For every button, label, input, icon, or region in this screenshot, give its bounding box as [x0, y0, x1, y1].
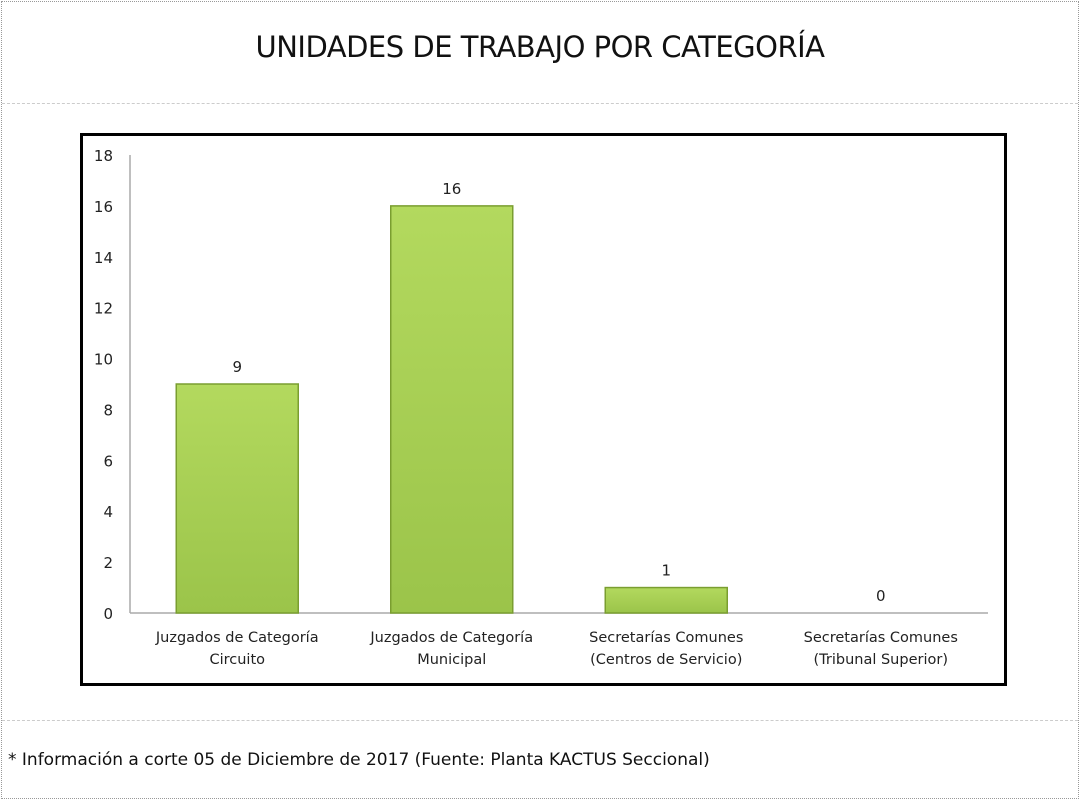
bar — [175, 383, 299, 614]
y-tick-label: 6 — [103, 452, 113, 470]
footnote: * Información a corte 05 de Diciembre de… — [8, 750, 710, 770]
divider — [2, 103, 1078, 104]
x-tick-label: Secretarías Comunes — [589, 630, 743, 646]
y-tick-label: 4 — [103, 503, 113, 521]
x-tick-label: Juzgados de Categoría — [369, 630, 533, 646]
chart-container: 0 2 4 6 8 10 12 14 16 18 9 Juzgados de Categoría Cir… — [80, 133, 1007, 686]
y-tick-label: 2 — [103, 554, 113, 572]
bar — [390, 205, 514, 614]
data-label: 0 — [876, 587, 886, 605]
y-tick-label: 10 — [94, 351, 113, 369]
page-title: UNIDADES DE TRABAJO POR CATEGORÍA — [255, 30, 825, 64]
data-label: 1 — [661, 562, 671, 580]
x-tick-label: (Centros de Servicio) — [590, 652, 742, 668]
x-tick-label: Juzgados de Categoría — [155, 630, 319, 646]
y-tick-label: 12 — [94, 300, 113, 318]
data-label: 9 — [232, 358, 242, 376]
x-tick-label: Circuito — [209, 652, 265, 668]
x-tick-label: Municipal — [417, 652, 486, 668]
y-tick-label: 0 — [103, 605, 113, 623]
y-tick-label: 14 — [94, 249, 113, 267]
bar — [604, 586, 728, 614]
y-tick-label: 8 — [103, 401, 113, 419]
data-label: 16 — [442, 180, 461, 198]
y-tick-label: 16 — [94, 198, 113, 216]
divider — [2, 720, 1078, 721]
x-tick-label: Secretarías Comunes — [804, 630, 958, 646]
y-tick-label: 18 — [94, 147, 113, 165]
x-tick-label: (Tribunal Superior) — [814, 652, 948, 668]
